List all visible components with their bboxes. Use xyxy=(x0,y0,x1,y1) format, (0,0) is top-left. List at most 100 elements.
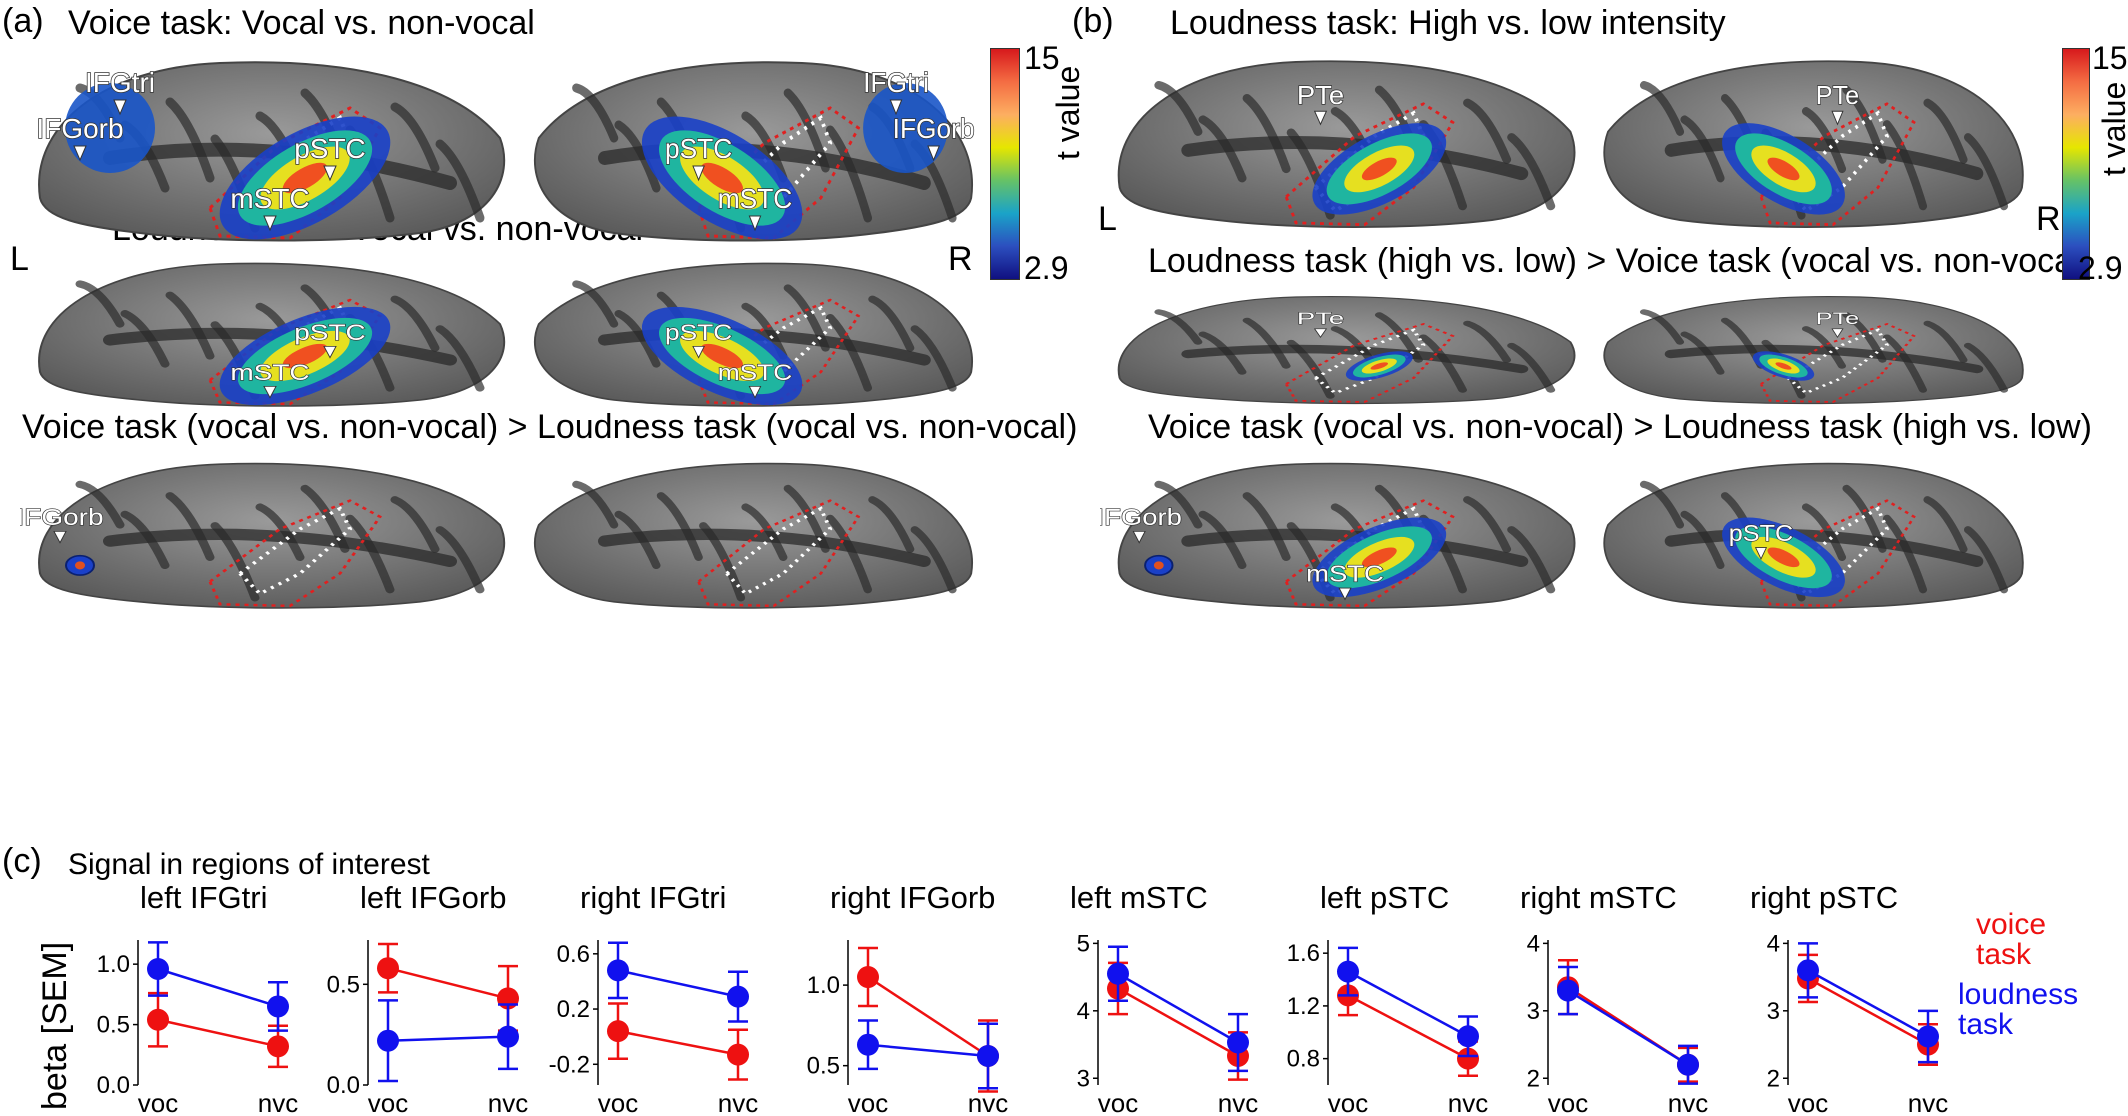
series-line xyxy=(387,1035,509,1042)
brain-roi-label-IFGorb: IFGorb xyxy=(20,505,104,530)
x-tick-label: nvc xyxy=(488,1088,528,1116)
x-tick-label: voc xyxy=(1328,1088,1368,1116)
brain-roi-label-PTe: PTe xyxy=(1816,81,1859,109)
panel-b-hemi-left: L xyxy=(1098,200,1117,238)
series-line xyxy=(1347,970,1469,1038)
roi-chart-6: left pSTC 0.8 1.2 1.6 voc nvc xyxy=(1270,880,1500,1116)
panel-b-letter: (b) xyxy=(1072,2,1114,40)
data-point xyxy=(1457,1047,1479,1070)
panel-a-letter: (a) xyxy=(2,2,44,40)
x-tick-label: voc xyxy=(848,1088,888,1116)
chart-title: right pSTC xyxy=(1750,880,1899,915)
x-tick-label: nvc xyxy=(1218,1088,1258,1116)
x-tick-label: voc xyxy=(138,1088,178,1116)
panel-b-row1-title: Loudness task: High vs. low intensity xyxy=(1170,4,1726,42)
panel-a-hemi-left: L xyxy=(10,240,29,278)
panel-c-ylabel: beta [SEM] xyxy=(36,941,74,1110)
brain-roi-label-pSTC: pSTC xyxy=(294,321,366,346)
y-tick-label: 3 xyxy=(1527,998,1540,1025)
y-tick-label: 1.0 xyxy=(97,951,130,978)
panel-c-letter: (c) xyxy=(2,842,42,880)
data-point xyxy=(377,957,399,980)
x-tick-label: voc xyxy=(598,1088,638,1116)
y-tick-label: 2 xyxy=(1767,1065,1780,1092)
x-tick-label: nvc xyxy=(1448,1088,1488,1116)
y-tick-label: 0.8 xyxy=(1287,1046,1320,1073)
y-tick-label: 0.5 xyxy=(97,1012,130,1039)
y-tick-label: -0.2 xyxy=(549,1051,590,1078)
y-tick-label: 0.2 xyxy=(557,996,590,1023)
x-tick-label: voc xyxy=(1788,1088,1828,1116)
data-point xyxy=(727,1043,749,1066)
y-tick-label: 4 xyxy=(1767,930,1780,957)
series-line xyxy=(1807,969,1929,1038)
brain-roi-label-pSTC: pSTC xyxy=(665,132,732,164)
panel-b-row3-title: Voice task (vocal vs. non-vocal) > Loudn… xyxy=(1148,408,2092,446)
panel-b-row2-left-hemisphere-brain: PTe xyxy=(1100,288,1590,408)
y-tick-label: 4 xyxy=(1527,930,1540,957)
x-tick-label: nvc xyxy=(258,1088,298,1116)
data-point xyxy=(497,1025,519,1048)
data-point xyxy=(857,966,879,989)
chart-title: left mSTC xyxy=(1070,880,1208,915)
brain-roi-label-pSTC: pSTC xyxy=(1729,521,1793,547)
data-point xyxy=(1457,1025,1479,1048)
brain-roi-label-pSTC: pSTC xyxy=(665,321,732,346)
roi-chart-1: left IFGtri 0.0 0.5 1.0 voc nvc xyxy=(80,880,310,1116)
x-tick-label: voc xyxy=(1548,1088,1588,1116)
series-line xyxy=(617,969,739,998)
brain-roi-label-mSTC: mSTC xyxy=(230,361,309,386)
series-line xyxy=(157,967,279,1008)
y-tick-label: 3 xyxy=(1077,1065,1090,1092)
panel-a-hemi-right: R xyxy=(948,240,973,278)
panel-b-colorbar xyxy=(2062,48,2090,280)
panel-b-row2-right-hemisphere-brain: PTe xyxy=(1590,288,2040,408)
roi-chart-8: right pSTC 2 3 4 voc nvc xyxy=(1730,880,1960,1116)
panel-a-row2-left-hemisphere-brain: pSTC mSTC xyxy=(20,252,520,412)
data-point xyxy=(1557,979,1579,1002)
y-tick-label: 2 xyxy=(1527,1065,1540,1092)
panel-b-row2-title: Loudness task (high vs. low) > Voice tas… xyxy=(1148,242,2092,280)
brain-roi-label-IFGorb: IFGorb xyxy=(1100,505,1182,530)
brain-roi-label-IFGorb: IFGorb xyxy=(36,113,123,144)
roi-chart-7: right mSTC 2 3 4 voc nvc xyxy=(1490,880,1720,1116)
y-tick-label: 5 xyxy=(1077,930,1090,957)
legend-loudness-task: loudness task xyxy=(1958,978,2079,1041)
x-tick-label: voc xyxy=(368,1088,408,1116)
series-line xyxy=(867,976,989,1058)
data-point xyxy=(1227,1031,1249,1054)
roi-chart-5: left mSTC 3 4 5 voc nvc xyxy=(1040,880,1270,1116)
roi-chart-2: left IFGorb 0.0 0.5 voc nvc xyxy=(310,880,540,1116)
brain-roi-label-mSTC: mSTC xyxy=(718,361,793,386)
panel-a-colorbar-max: 15 xyxy=(1024,40,1060,76)
data-point xyxy=(147,1008,169,1031)
data-point xyxy=(977,1045,999,1067)
y-tick-label: 1.6 xyxy=(1287,940,1320,967)
y-tick-label: 0.0 xyxy=(97,1072,130,1099)
data-point xyxy=(377,1029,399,1052)
series-line xyxy=(1567,989,1689,1066)
legend-voice-task: voice task xyxy=(1976,908,2047,971)
series-line xyxy=(387,966,509,1000)
data-point xyxy=(1337,960,1359,983)
x-tick-label: nvc xyxy=(1908,1088,1948,1116)
brain-roi-label-mSTC: mSTC xyxy=(718,182,793,214)
brain-roi-label-mSTC: mSTC xyxy=(1306,562,1384,587)
data-point xyxy=(727,985,749,1008)
data-point xyxy=(607,959,629,982)
brain-roi-label-PTe: PTe xyxy=(1297,308,1344,327)
y-tick-label: 3 xyxy=(1767,998,1780,1025)
data-point xyxy=(267,995,289,1018)
y-tick-label: 0.0 xyxy=(327,1072,360,1099)
panel-a-row1-right-hemisphere-brain: IFGtri pSTC mSTC IFGorb xyxy=(520,48,990,248)
y-tick-label: 4 xyxy=(1077,998,1090,1025)
panel-a-row3-title: Voice task (vocal vs. non-vocal) > Loudn… xyxy=(22,408,1078,446)
panel-a-colorbar-min: 2.9 xyxy=(1024,250,1069,286)
panel-b-row3-left-hemisphere-brain: IFGorb mSTC xyxy=(1100,452,1590,614)
y-tick-label: 1.2 xyxy=(1287,993,1320,1020)
y-tick-label: 1.0 xyxy=(807,972,840,999)
panel-b-colorbar-min: 2.9 xyxy=(2078,250,2123,286)
y-tick-label: 0.6 xyxy=(557,941,590,968)
series-line xyxy=(867,1043,989,1058)
brain-roi-label-IFGtri: IFGtri xyxy=(85,67,155,98)
